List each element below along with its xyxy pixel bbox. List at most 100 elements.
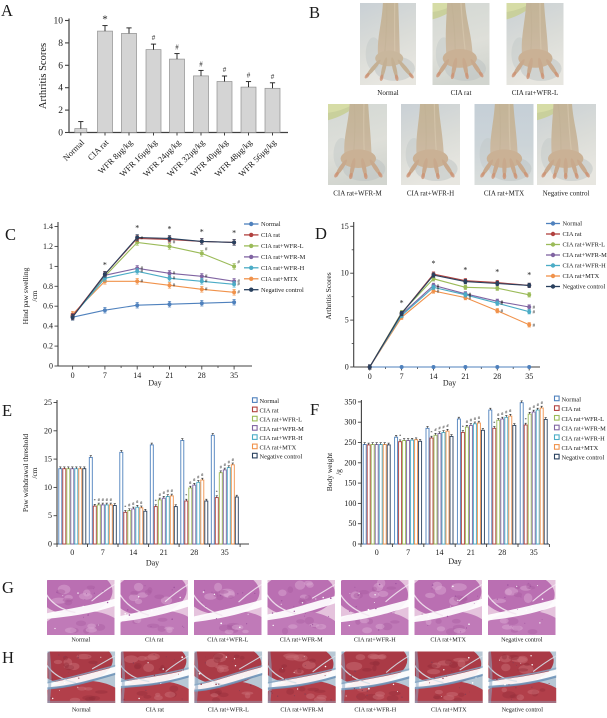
svg-text:21: 21: [461, 372, 469, 381]
svg-text:CIA rat+WFR-L: CIA rat+WFR-L: [563, 242, 606, 249]
svg-text:CIA rat+WFR-H: CIA rat+WFR-H: [562, 435, 606, 442]
svg-text:Day: Day: [448, 557, 461, 566]
svg-text:#: #: [532, 311, 535, 316]
svg-text:#: #: [173, 276, 176, 281]
svg-text:*: *: [168, 224, 172, 233]
svg-text:#: #: [437, 286, 440, 291]
svg-text:0: 0: [368, 372, 372, 381]
svg-text:35: 35: [530, 548, 538, 557]
svg-text:#: #: [438, 426, 441, 431]
svg-text:*: *: [185, 493, 188, 498]
svg-text:10: 10: [341, 269, 349, 278]
svg-text:10: 10: [44, 483, 52, 492]
svg-text:#: #: [171, 488, 174, 493]
svg-text:*: *: [232, 228, 236, 237]
svg-text:Arthritis Scores: Arthritis Scores: [38, 43, 49, 109]
svg-text:#: #: [173, 283, 176, 288]
svg-text:7: 7: [103, 371, 107, 380]
svg-text:CIA rat+WFR-M: CIA rat+WFR-M: [260, 426, 305, 433]
svg-text:#: #: [437, 284, 440, 289]
svg-text:CIA rat+MTX: CIA rat+MTX: [563, 273, 600, 280]
svg-text:0: 0: [71, 371, 75, 380]
svg-text:#: #: [224, 462, 227, 467]
svg-text:#: #: [437, 290, 440, 295]
svg-text:#: #: [478, 415, 481, 420]
svg-text:Day: Day: [443, 379, 456, 388]
svg-text:*: *: [525, 417, 528, 422]
svg-text:10: 10: [54, 17, 64, 27]
svg-text:#: #: [509, 408, 512, 413]
svg-text:#: #: [469, 294, 472, 299]
svg-text:CIA rat+WFR-H: CIA rat+WFR-H: [260, 435, 304, 442]
svg-text:CIA rat+WFR-M: CIA rat+WFR-M: [333, 190, 382, 198]
svg-text:#: #: [159, 492, 162, 497]
svg-text:Negative control: Negative control: [563, 284, 606, 291]
svg-text:#: #: [140, 279, 143, 284]
svg-text:#: #: [136, 499, 139, 504]
svg-text:/cm: /cm: [30, 290, 39, 301]
svg-text:#: #: [140, 236, 143, 241]
svg-text:CIA rat+WFR-L: CIA rat+WFR-L: [261, 243, 304, 250]
svg-text:#: #: [469, 297, 472, 302]
svg-text:35: 35: [230, 371, 238, 380]
svg-text:#: #: [505, 409, 508, 414]
svg-text:Normal: Normal: [377, 89, 398, 97]
svg-text:*: *: [155, 499, 158, 504]
svg-text:C: C: [5, 225, 16, 244]
svg-text:CIA rat: CIA rat: [261, 232, 280, 239]
svg-text:15: 15: [341, 222, 349, 231]
svg-text:*: *: [103, 260, 107, 269]
svg-text:0.4: 0.4: [43, 322, 53, 331]
svg-text:#: #: [173, 271, 176, 276]
svg-text:*: *: [495, 268, 499, 277]
svg-text:5: 5: [345, 316, 349, 325]
svg-text:CIA rat+WFR-H: CIA rat+WFR-H: [407, 190, 454, 198]
svg-text:/g: /g: [334, 469, 343, 475]
svg-text:Negative control: Negative control: [543, 190, 590, 198]
svg-text:#: #: [140, 266, 143, 271]
svg-text:35: 35: [221, 548, 229, 557]
svg-text:#: #: [501, 411, 504, 416]
svg-text:CIA rat+MTX: CIA rat+MTX: [562, 445, 599, 452]
svg-text:CIA rat+WFR-H: CIA rat+WFR-H: [261, 265, 305, 272]
svg-text:#: #: [197, 474, 200, 479]
svg-text:*: *: [135, 224, 139, 233]
svg-text:#: #: [237, 260, 240, 265]
svg-text:21: 21: [166, 371, 174, 380]
svg-text:#: #: [237, 290, 240, 295]
svg-text:#: #: [193, 477, 196, 482]
svg-text:CIA rat: CIA rat: [563, 231, 582, 238]
svg-text:Negative control: Negative control: [501, 637, 543, 644]
svg-text:Negative control: Negative control: [260, 454, 303, 461]
svg-text:7: 7: [101, 548, 105, 557]
svg-text:0: 0: [58, 129, 63, 139]
svg-text:CIA rat+WFR-M: CIA rat+WFR-M: [563, 252, 607, 259]
svg-text:#: #: [175, 44, 179, 52]
svg-text:1: 1: [49, 262, 53, 271]
svg-text:#: #: [173, 240, 176, 245]
svg-text:CIA rat+WFR-L: CIA rat+WFR-L: [512, 89, 559, 97]
svg-text:#: #: [446, 423, 449, 428]
svg-text:/cm: /cm: [30, 467, 39, 478]
svg-text:#: #: [228, 460, 231, 465]
svg-text:#: #: [106, 497, 109, 502]
svg-text:*: *: [527, 270, 531, 279]
svg-text:#: #: [98, 497, 101, 502]
svg-text:#: #: [532, 324, 535, 329]
svg-text:CIA rat: CIA rat: [451, 89, 472, 97]
svg-text:0: 0: [70, 548, 74, 557]
svg-text:CIA rat+WFR-H: CIA rat+WFR-H: [563, 263, 607, 270]
svg-text:#: #: [232, 457, 235, 462]
svg-text:CIA rat: CIA rat: [146, 707, 165, 714]
svg-text:Normal: Normal: [260, 398, 280, 405]
svg-text:#: #: [140, 500, 143, 505]
svg-text:CIA rat+MTX: CIA rat+MTX: [431, 707, 467, 714]
svg-text:#: #: [434, 427, 437, 432]
svg-text:CIA rat: CIA rat: [562, 406, 581, 413]
svg-text:0: 0: [375, 548, 379, 557]
svg-text:100: 100: [344, 499, 356, 508]
svg-text:*: *: [430, 430, 433, 435]
svg-text:*: *: [200, 227, 204, 236]
svg-text:#: #: [469, 293, 472, 298]
svg-text:Day: Day: [146, 559, 159, 568]
